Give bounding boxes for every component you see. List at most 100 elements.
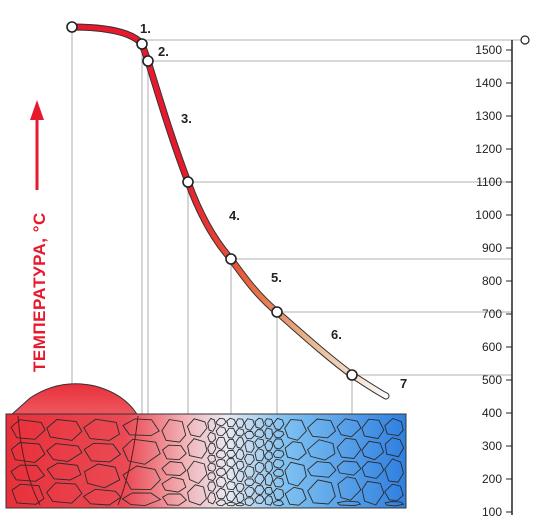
scale-tick-label: 800: [482, 274, 502, 288]
scale-tick-label: 300: [482, 439, 502, 453]
metal-grain: [284, 486, 307, 506]
axis-label: ТЕМПЕРАТУРА, °C: [30, 212, 49, 372]
metal-grain: [207, 417, 217, 432]
metal-grain: [361, 440, 385, 461]
metal-grain: [226, 467, 236, 481]
scale-tick-label: 100: [482, 505, 502, 519]
metal-grain: [235, 502, 245, 507]
zone-label-4: 4.: [229, 208, 240, 223]
metal-grain: [82, 488, 122, 506]
zone-label-7: 7: [400, 376, 407, 391]
scale-tick-label: 1400: [475, 76, 502, 90]
scale-tick-label: 900: [482, 241, 502, 255]
metal-grain: [254, 494, 265, 505]
metal-grain: [284, 441, 307, 461]
metal-grain: [161, 461, 187, 476]
zone-label-5: 5.: [271, 270, 282, 285]
vertical-guides: [71, 28, 353, 414]
scale-tick-label: 400: [482, 406, 502, 420]
metal-grain: [161, 419, 187, 443]
metal-grain: [186, 418, 208, 438]
metal-grain: [225, 427, 237, 439]
metal-grain: [161, 476, 187, 493]
metal-grain: [337, 476, 362, 501]
zone-label-3: 3.: [181, 111, 192, 126]
metal-grain: [264, 439, 274, 452]
metal-grain: [264, 460, 273, 474]
zone-label-1: 1.: [140, 21, 151, 36]
metal-grain: [361, 461, 385, 479]
metal-grain: [187, 438, 208, 459]
metal-grain: [264, 494, 274, 506]
metal-grain: [244, 478, 255, 487]
metal-grain: [122, 418, 160, 437]
metal-grain: [83, 418, 120, 441]
metal-grain: [244, 430, 255, 440]
metal-grain: [384, 501, 405, 507]
metal-grain: [161, 444, 187, 461]
scale-tick-label: 200: [482, 472, 502, 486]
metal-grain: [215, 476, 227, 488]
metal-grain: [235, 427, 245, 437]
metal-grain: [244, 465, 255, 478]
metal-grain: [215, 417, 227, 427]
metal-grain: [187, 484, 207, 506]
point-2: [142, 55, 154, 67]
metal-grain: [207, 442, 217, 455]
metal-grain: [226, 438, 236, 450]
metal-grain: [235, 492, 245, 503]
metal-grain: [272, 487, 285, 501]
scale-tick-label: 500: [482, 373, 502, 387]
metal-grain: [207, 472, 217, 482]
metal-grain: [272, 468, 285, 477]
zone-label-2: 2.: [158, 44, 169, 59]
metal-grain: [272, 417, 285, 431]
metal-grain: [46, 482, 83, 504]
scale-top-marker: [520, 35, 530, 45]
metal-grain: [244, 418, 255, 431]
metal-grain: [235, 448, 245, 461]
metal-grain: [207, 431, 216, 443]
metal-grain: [264, 472, 274, 487]
metal-grain: [226, 490, 237, 503]
metal-grain: [254, 429, 265, 438]
point-weld-pool: [66, 21, 78, 33]
metal-grain: [254, 417, 265, 430]
metal-grain: [235, 436, 245, 449]
metal-grain: [46, 443, 83, 462]
metal-grain: [361, 418, 385, 440]
metal-grain: [215, 458, 227, 468]
metal-grain: [244, 497, 255, 507]
point-3: [182, 176, 194, 188]
metal-grain: [226, 417, 237, 428]
point-5: [271, 306, 283, 318]
zone-label-6: 6.: [331, 327, 342, 342]
scale-tick-label: 600: [482, 340, 502, 354]
metal-grain: [264, 418, 274, 428]
metal-grain: [243, 453, 255, 466]
metal-grain: [284, 461, 307, 487]
metal-grain: [226, 480, 236, 491]
metal-grain: [307, 479, 336, 505]
metal-grain: [384, 437, 405, 458]
temperature-scale: 1500 1400 1300 1200 1100 1000 900 800 700 600 500 4…: [475, 35, 530, 519]
metal-grain: [46, 462, 82, 481]
metal-grain: [361, 480, 385, 506]
metal-grain: [272, 449, 285, 459]
scale-tick-label: 1100: [476, 175, 502, 189]
metal-grain: [336, 500, 362, 507]
metal-grain: [207, 492, 217, 505]
metal-grain: [215, 449, 227, 459]
metal-grain: [254, 447, 265, 462]
scale-tick-label: 700: [482, 307, 502, 321]
metal-grain: [83, 463, 121, 489]
up-arrow-icon: [30, 100, 44, 190]
metal-grain: [336, 437, 362, 459]
metal-grain: [272, 477, 285, 488]
metal-grain: [307, 418, 337, 439]
fusion-boundary: [17, 415, 139, 506]
curve-points: [66, 21, 358, 381]
metal-grain: [235, 482, 245, 493]
scale-tick-label: 1300: [475, 109, 502, 123]
metal-grain: [122, 438, 161, 465]
